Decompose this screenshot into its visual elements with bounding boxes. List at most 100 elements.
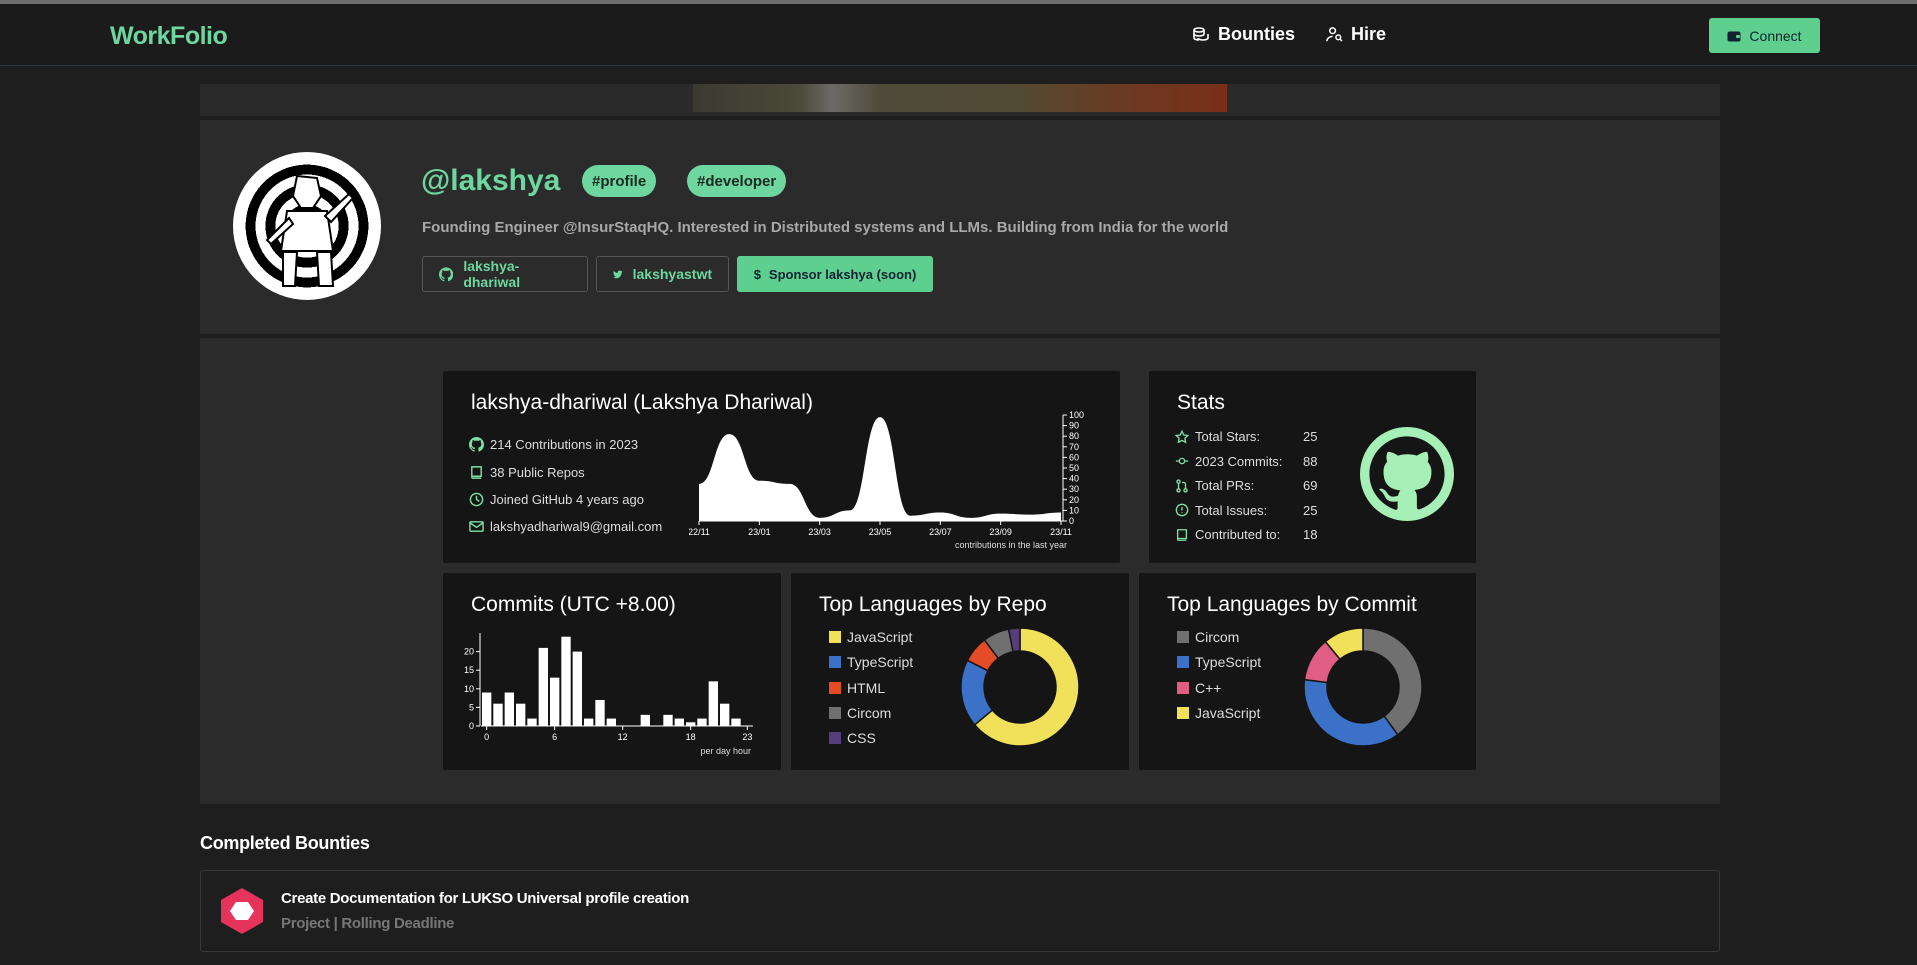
nav-hire-label: Hire [1351, 24, 1387, 44]
profile-banner-wrap [200, 84, 1720, 116]
sponsor-label: Sponsor lakshya (soon) [768, 266, 917, 282]
commits-bar [561, 636, 571, 726]
stat-value: 25 [1303, 502, 1318, 518]
nav-hire[interactable]: Hire [1326, 24, 1386, 45]
contributions-y-tick-label: 30 [1069, 484, 1079, 494]
tag-profile[interactable]: #profile [582, 165, 657, 197]
legend-swatch [829, 681, 841, 694]
profile-banner-image [693, 84, 1227, 112]
contributions-x-tick-label: 23/05 [869, 527, 892, 537]
stat-value: 25 [1303, 429, 1318, 444]
legend-label: HTML [847, 679, 886, 696]
star-icon [1175, 429, 1189, 444]
coins-icon [1193, 26, 1209, 41]
top-navbar: WorkFolio Bounties Hire Connect [0, 4, 1917, 66]
sponsor-button[interactable]: $ Sponsor lakshya (soon) [737, 256, 933, 292]
commits-bar [550, 677, 560, 726]
donut-slice-circom [1362, 627, 1423, 736]
stat-row: Total Issues: 25 [1175, 503, 1317, 518]
legend-swatch [829, 706, 841, 719]
commits-x-tick-label: 12 [618, 732, 628, 742]
donut-slice-javascript [1324, 627, 1364, 661]
commits-bar [584, 718, 594, 726]
legend-swatch [829, 631, 841, 643]
stat-label: Total Issues: [1195, 502, 1268, 518]
nav-bounties-label: Bounties [1218, 24, 1296, 44]
nav-bounties[interactable]: Bounties [1192, 24, 1295, 45]
contributions-y-tick-label: 20 [1069, 495, 1079, 505]
commit-languages-donut [1303, 627, 1423, 747]
bounty-subtitle: Project | Rolling Deadline [281, 915, 455, 932]
legend-item: CSS [829, 730, 876, 746]
legend-label: JavaScript [1195, 704, 1261, 721]
commits-bar [606, 718, 616, 726]
legend-item: Circom [1177, 629, 1239, 645]
commits-bar [538, 647, 548, 726]
legend-item: JavaScript [829, 629, 912, 645]
commit-languages-title: Top Languages by Commit [1167, 593, 1417, 616]
email-text: lakshyadhariwal9@gmail.com [490, 519, 663, 534]
mail-icon [469, 521, 484, 532]
bounty-card[interactable]: Create Documentation for LUKSO Universal… [200, 870, 1720, 952]
commit-icon [1175, 457, 1189, 465]
contributions-y-tick-label: 100 [1069, 410, 1084, 420]
github-icon [439, 266, 454, 281]
twitter-link-button[interactable]: lakshyastwt [596, 256, 729, 292]
issue-icon [1175, 503, 1189, 517]
workfolio-logo[interactable]: WorkFolio [110, 22, 228, 50]
pull-request-icon [1176, 478, 1188, 493]
commits-bar [720, 703, 730, 726]
contributions-y-tick-label: 40 [1069, 474, 1079, 484]
stat-value: 69 [1303, 478, 1318, 493]
repos-row: 38 Public Repos [469, 465, 585, 480]
commits-bar [663, 714, 673, 726]
legend-swatch [1177, 706, 1189, 719]
stat-value: 88 [1303, 453, 1318, 469]
contributions-y-tick-label: 70 [1069, 442, 1079, 452]
stat-row: Total Stars: 25 [1175, 429, 1317, 444]
github-octocat-icon [1360, 427, 1454, 521]
completed-bounties-heading: Completed Bounties [200, 833, 370, 853]
commits-chart: 0 5 10 15 20 0 6 12 18 23 per day hour [464, 633, 753, 756]
stat-row: Total PRs: 69 [1175, 478, 1317, 493]
commits-bar [516, 703, 526, 726]
avatar [233, 152, 381, 300]
commits-bar [572, 651, 582, 726]
contributions-y-tick-label: 50 [1069, 463, 1079, 473]
profile-bio: Founding Engineer @InsurStaqHQ. Interest… [422, 219, 1229, 236]
contributions-y-tick-label: 10 [1069, 505, 1079, 515]
legend-item: JavaScript [1177, 705, 1260, 721]
commits-bar [674, 718, 684, 726]
commits-bar [731, 718, 741, 726]
repo-icon [471, 466, 482, 479]
legend-label: Circom [1195, 629, 1240, 645]
contributions-x-tick-label: 23/11 [1050, 527, 1072, 537]
donut-slice-typescript [1303, 678, 1399, 747]
contributions-row: 214 Contributions in 2023 [469, 437, 638, 452]
stats-panel: Stats Total Stars: 25 2023 Commits: 88 Total… [1149, 371, 1476, 563]
repo-languages-panel: Top Languages by Repo JavaScript TypeScri… [791, 573, 1129, 770]
profile-handle: @lakshya [421, 164, 561, 197]
commits-x-tick-label: 0 [484, 732, 489, 742]
bounty-title[interactable]: Create Documentation for LUKSO Universal… [281, 890, 689, 907]
legend-label: CSS [847, 730, 876, 747]
legend-item: C++ [1177, 680, 1221, 696]
legend-item: TypeScript [1177, 654, 1261, 670]
github-profile-title: lakshya-dhariwal (Lakshya Dhariwal) [471, 391, 813, 414]
github-link-button[interactable]: lakshya-dhariwal [422, 256, 588, 292]
joined-text: Joined GitHub 4 years ago [490, 492, 644, 507]
commits-y-tick-label: 15 [464, 665, 474, 675]
legend-swatch [829, 656, 841, 669]
contributions-text: 214 Contributions in 2023 [490, 437, 639, 452]
commits-bar [527, 718, 537, 726]
commits-bar [595, 699, 605, 726]
connect-button[interactable]: Connect [1709, 18, 1820, 53]
commits-bar [686, 722, 696, 726]
tag-developer[interactable]: #developer [687, 165, 787, 197]
repo-languages-donut [960, 627, 1080, 747]
legend-label: C++ [1195, 679, 1222, 696]
contributions-x-label: contributions in the last year [955, 540, 1067, 550]
contributions-y-tick-label: 80 [1069, 431, 1079, 441]
commits-x-tick-label: 23 [742, 732, 752, 742]
